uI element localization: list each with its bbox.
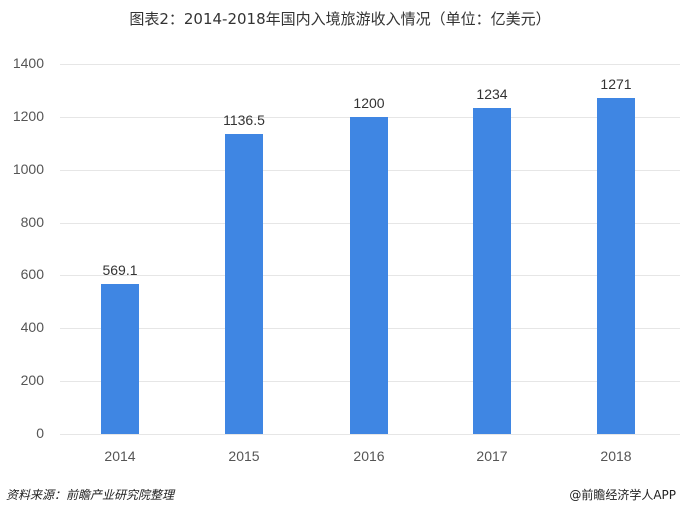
- y-tick-label: 800: [20, 213, 44, 230]
- bar-2016: [350, 116, 388, 434]
- gridline: [60, 64, 680, 65]
- y-tick-label: 1000: [12, 160, 44, 177]
- x-tick-label: 2017: [476, 448, 508, 464]
- bar-2018: [597, 98, 635, 434]
- bar-value-label: 1234: [476, 85, 508, 102]
- x-tick-label: 2018: [600, 448, 632, 464]
- y-tick-label: 400: [20, 319, 44, 336]
- credit-note: @前瞻经济学人APP: [569, 488, 676, 502]
- bar-2014: [101, 283, 139, 434]
- bar-value-label: 1136.5: [223, 111, 265, 128]
- bar-value-label: 1271: [600, 76, 632, 93]
- bar-2015: [225, 133, 263, 434]
- y-tick-label: 200: [20, 372, 44, 389]
- bar-value-label: 569.1: [102, 261, 138, 278]
- y-tick-label: 1400: [12, 55, 44, 71]
- bar-2017: [473, 107, 511, 434]
- x-tick-label: 2016: [353, 448, 385, 464]
- gridline: [60, 434, 680, 435]
- bar-value-label: 1200: [353, 94, 385, 111]
- x-tick-label: 2014: [104, 448, 136, 464]
- y-tick-label: 1200: [12, 107, 44, 124]
- chart-title: 图表2：2014-2018年国内入境旅游收入情况（单位：亿美元）: [129, 10, 551, 28]
- x-tick-label: 2015: [228, 448, 260, 464]
- y-tick-label: 600: [20, 266, 44, 283]
- source-note: 资料来源：前瞻产业研究院整理: [6, 488, 175, 502]
- y-tick-label: 0: [36, 425, 44, 441]
